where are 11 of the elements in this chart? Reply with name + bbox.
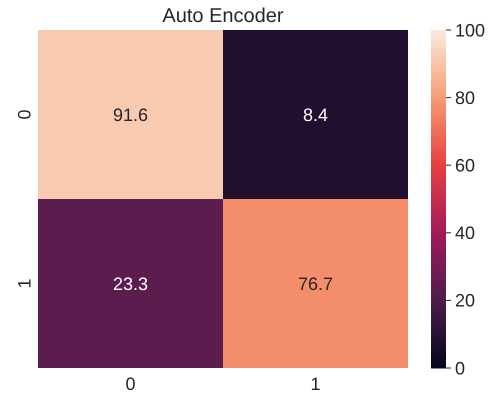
color-bar-label: 80 (455, 88, 476, 108)
color-bar-label: 0 (455, 358, 466, 378)
chart-title: Auto Encoder (162, 5, 284, 27)
color-bar-label: 40 (455, 223, 476, 244)
color-bar-label: 20 (455, 290, 476, 311)
data-label: 76.7 (298, 274, 334, 294)
color-bar-label: 100 (455, 20, 486, 40)
data-label: 23.3 (112, 274, 148, 294)
color-bar-label: 60 (455, 156, 476, 176)
data-label: 91.6 (112, 104, 148, 125)
data-label: 8.4 (302, 104, 328, 125)
